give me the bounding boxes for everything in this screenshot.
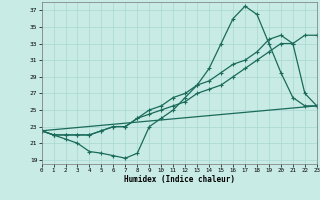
X-axis label: Humidex (Indice chaleur): Humidex (Indice chaleur) — [124, 175, 235, 184]
